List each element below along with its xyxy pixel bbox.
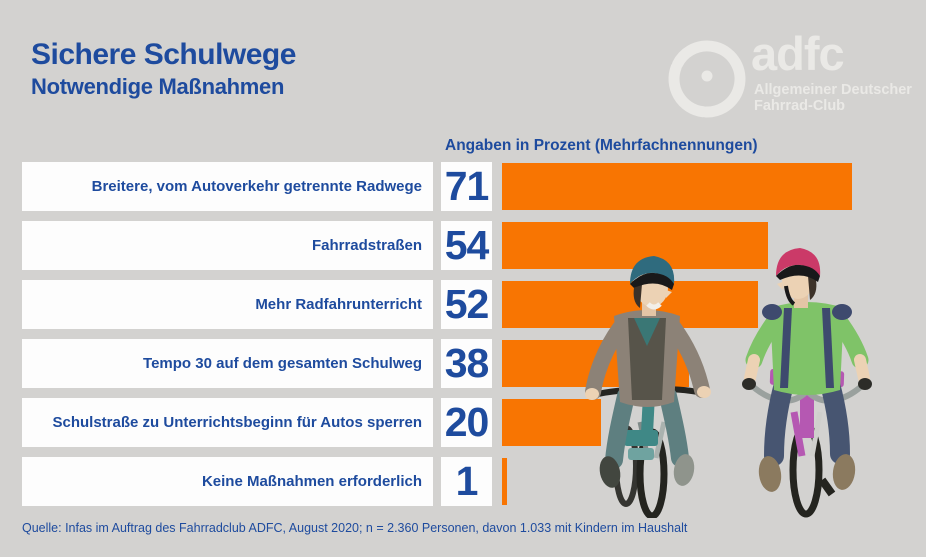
value-box: 52 <box>441 280 492 329</box>
category-label: Schulstraße zu Unterrichtsbeginn für Aut… <box>52 413 423 431</box>
value-label: 1 <box>455 458 479 504</box>
logo-wordmark: adfc <box>751 27 845 80</box>
bar-row-3: Mehr Radfahrunterricht 52 <box>0 280 926 329</box>
value-box: 38 <box>441 339 492 388</box>
children-cycling-illustration <box>585 248 872 518</box>
bar-row-6: Keine Maßnahmen erforderlich 1 <box>0 457 926 506</box>
value-label: 54 <box>444 222 490 268</box>
page-subtitle: Notwendige Maßnahmen <box>31 74 285 99</box>
category-label-box: Mehr Radfahrunterricht <box>22 280 433 329</box>
axis-note: Angaben in Prozent (Mehrfachnennungen) <box>445 137 758 154</box>
bar <box>502 222 768 269</box>
value-box: 20 <box>441 398 492 447</box>
bar-row-2: Fahrradstraßen 54 <box>0 221 926 270</box>
category-label: Fahrradstraßen <box>311 236 422 254</box>
value-box: 54 <box>441 221 492 270</box>
category-label: Breitere, vom Autoverkehr getrennte Radw… <box>91 177 422 195</box>
bar-row-1: Breitere, vom Autoverkehr getrennte Radw… <box>0 162 926 211</box>
logo-subline-2: Fahrrad-Club <box>754 98 846 114</box>
value-label: 38 <box>444 340 490 386</box>
category-label-box: Schulstraße zu Unterrichtsbeginn für Aut… <box>22 398 433 447</box>
bar <box>502 458 507 505</box>
category-label-box: Keine Maßnahmen erforderlich <box>22 457 433 506</box>
category-label-box: Fahrradstraßen <box>22 221 433 270</box>
value-box: 1 <box>441 457 492 506</box>
bar-row-5: Schulstraße zu Unterrichtsbeginn für Aut… <box>0 398 926 447</box>
category-label: Tempo 30 auf dem gesamten Schulweg <box>143 354 422 372</box>
value-label: 71 <box>444 163 490 209</box>
bicycle-wheel-icon <box>668 40 746 118</box>
category-label-box: Breitere, vom Autoverkehr getrennte Radw… <box>22 162 433 211</box>
adfc-logo: adfc Allgemeiner Deutscher Fahrrad-Club <box>663 28 913 128</box>
page-title: Sichere Schulwege <box>31 38 296 71</box>
category-label-box: Tempo 30 auf dem gesamten Schulweg <box>22 339 433 388</box>
logo-subline: Allgemeiner Deutscher Fahrrad-Club <box>754 82 912 114</box>
category-label: Keine Maßnahmen erforderlich <box>201 472 422 490</box>
value-label: 20 <box>444 399 490 445</box>
bar <box>502 399 601 446</box>
logo-subline-1: Allgemeiner Deutscher <box>754 82 912 98</box>
value-label: 52 <box>444 281 490 327</box>
value-box: 71 <box>441 162 492 211</box>
source-note: Quelle: Infas im Auftrag des Fahrradclub… <box>22 521 688 535</box>
bar <box>502 163 852 210</box>
right-child-cyclist <box>742 248 872 518</box>
category-label: Mehr Radfahrunterricht <box>255 295 422 313</box>
left-child-cyclist <box>585 256 711 518</box>
